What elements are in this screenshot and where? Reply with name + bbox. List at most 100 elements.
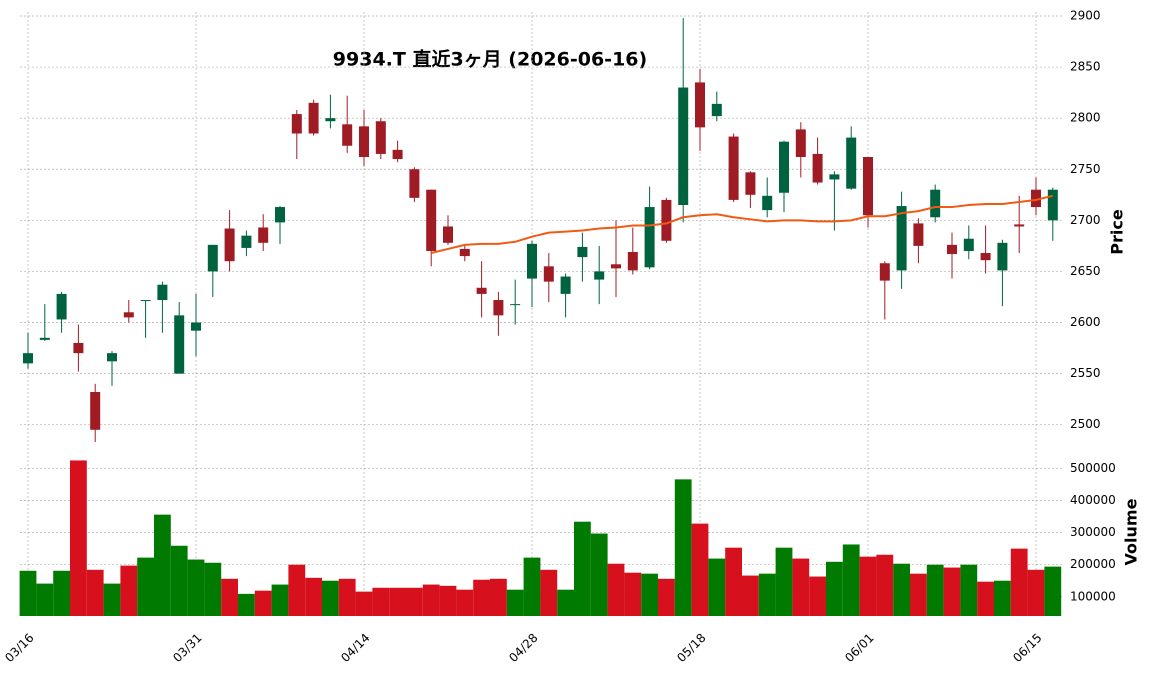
candle-body — [392, 149, 403, 160]
candle-body — [896, 206, 907, 271]
candle-body — [846, 137, 857, 189]
volume-tick-label: 300000 — [1070, 525, 1116, 539]
volume-bar — [338, 578, 356, 616]
candle-body — [275, 207, 285, 223]
volume-bar — [322, 580, 339, 616]
volume-bar — [187, 559, 205, 616]
candle-body — [527, 243, 537, 279]
volume-bar — [775, 547, 793, 616]
volume-bar — [355, 591, 373, 616]
candle-body — [863, 156, 873, 216]
volume-bar — [607, 563, 625, 616]
candle-body — [291, 114, 302, 134]
volume-bar — [1010, 548, 1028, 616]
candle-body — [308, 102, 319, 134]
candle-body — [476, 287, 487, 294]
candle-body — [23, 353, 33, 364]
candle-body — [409, 169, 420, 198]
volume-bar — [154, 514, 171, 616]
volume-bar — [641, 573, 658, 616]
y-tick-label: 2700 — [1070, 213, 1101, 227]
candle-body — [795, 129, 806, 157]
candle-body — [695, 82, 705, 128]
volume-bar — [540, 569, 558, 616]
volume-bar — [624, 572, 642, 616]
volume-bar — [103, 583, 121, 616]
volume-axis-label: Volume — [1122, 498, 1141, 565]
candle-body — [157, 284, 168, 301]
y-axis-label: Price — [1108, 209, 1127, 255]
candle-body — [762, 195, 773, 211]
candle-body — [745, 172, 756, 195]
volume-bar — [254, 590, 272, 616]
y-tick-label: 2550 — [1070, 366, 1101, 380]
volume-bar — [506, 589, 524, 616]
candle-body — [493, 300, 504, 316]
candle-body — [829, 174, 840, 180]
candle-body — [560, 276, 571, 294]
volume-bar — [574, 521, 591, 616]
candle-body — [627, 252, 638, 271]
candle-body — [510, 304, 521, 306]
volume-bar — [557, 589, 574, 616]
volume-bar — [120, 565, 138, 616]
candle-body — [73, 342, 84, 354]
volume-tick-label: 200000 — [1070, 557, 1116, 571]
y-tick-label: 2650 — [1070, 264, 1101, 278]
candle-body — [947, 244, 957, 255]
candle-body — [325, 118, 336, 122]
volume-bar — [439, 585, 457, 616]
y-tick-label: 2900 — [1070, 9, 1101, 23]
x-tick-label: 06/15 — [1010, 631, 1044, 665]
candle-body — [107, 353, 117, 362]
volume-bar — [86, 569, 104, 616]
candle-body — [611, 264, 621, 269]
candle-body — [678, 87, 689, 206]
volume-bar — [389, 587, 406, 616]
y-tick-label: 2800 — [1070, 111, 1101, 125]
candle-body — [543, 266, 554, 282]
volume-bar — [238, 593, 255, 616]
candle-body — [1014, 224, 1025, 227]
candle-body — [459, 248, 470, 257]
candle-body — [56, 293, 67, 320]
volume-bar — [137, 557, 154, 616]
volume-bar — [658, 578, 675, 616]
candle-body — [980, 253, 991, 261]
volume-bar — [758, 573, 776, 616]
volume-bar — [473, 579, 490, 616]
candle-body — [140, 300, 151, 302]
y-tick-label: 2750 — [1070, 162, 1101, 176]
candle-body — [39, 337, 50, 340]
volume-bar — [36, 583, 54, 616]
volume-bar — [70, 460, 87, 616]
volume-bar — [221, 578, 238, 616]
candle-body — [174, 315, 185, 374]
volume-bar — [725, 547, 742, 616]
volume-bar — [876, 554, 894, 616]
volume-bar — [305, 577, 322, 616]
x-tick-label: 03/31 — [170, 631, 204, 665]
candle-body — [879, 263, 890, 281]
candle-body — [123, 312, 134, 318]
x-tick-label: 05/18 — [674, 631, 708, 665]
candle-body — [207, 244, 218, 272]
volume-bar — [708, 558, 726, 616]
candle-body — [913, 223, 924, 246]
volume-bar — [170, 545, 188, 616]
volume-bar — [960, 564, 978, 616]
candle-body — [342, 124, 353, 146]
candle-body — [1031, 189, 1041, 208]
chart-title: 9934.T 直近3ヶ月 (2026-06-16) — [333, 48, 647, 71]
volume-bar — [1044, 566, 1062, 616]
volume-bar — [994, 580, 1011, 616]
candle-body — [375, 121, 386, 154]
candle-body — [644, 207, 655, 268]
y-tick-label: 2850 — [1070, 60, 1101, 74]
candle-body — [577, 246, 588, 258]
candle-body — [426, 189, 437, 251]
volume-bar — [674, 479, 692, 616]
moving-average-line — [430, 194, 1054, 255]
candle-body — [241, 235, 252, 248]
volume-bar — [590, 533, 608, 616]
